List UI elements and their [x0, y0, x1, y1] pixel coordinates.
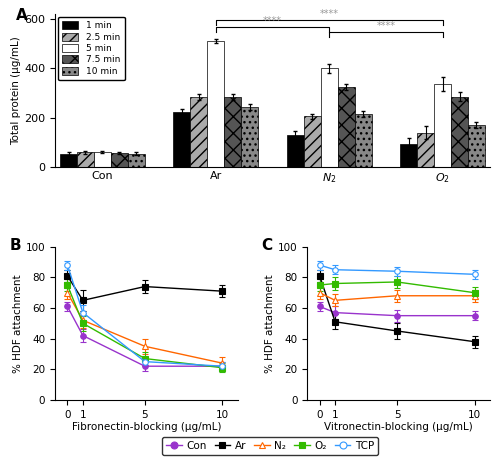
Bar [320, 68, 338, 167]
Bar [208, 41, 224, 167]
Y-axis label: % HDF attachment: % HDF attachment [265, 274, 275, 372]
Bar [111, 153, 128, 167]
Bar [190, 97, 208, 167]
Bar [94, 152, 111, 167]
Bar [338, 87, 354, 167]
Bar [304, 116, 320, 167]
Legend: 1 min, 2.5 min, 5 min, 7.5 min, 10 min: 1 min, 2.5 min, 5 min, 7.5 min, 10 min [58, 17, 124, 80]
Bar [451, 97, 468, 167]
Bar [287, 135, 304, 167]
Y-axis label: Total protein (μg/mL): Total protein (μg/mL) [12, 36, 22, 145]
Bar [417, 133, 434, 167]
Bar [77, 152, 94, 167]
Text: B: B [10, 238, 21, 252]
Bar [60, 153, 77, 167]
Bar [354, 114, 372, 167]
Bar [128, 153, 145, 167]
Legend: Con, Ar, N₂, O₂, TCP: Con, Ar, N₂, O₂, TCP [162, 437, 378, 455]
Text: A: A [16, 8, 28, 23]
Y-axis label: % HDF attachment: % HDF attachment [13, 274, 23, 372]
X-axis label: Vitronectin-blocking (μg/mL): Vitronectin-blocking (μg/mL) [324, 422, 473, 432]
Bar [400, 144, 417, 167]
Bar [241, 106, 258, 167]
Text: ****: **** [376, 21, 396, 31]
Bar [434, 84, 451, 167]
Text: ****: **** [320, 9, 338, 19]
Text: ****: **** [263, 15, 282, 26]
Bar [174, 112, 190, 167]
Bar [468, 125, 485, 167]
Bar [224, 97, 241, 167]
X-axis label: Fibronectin-blocking (μg/mL): Fibronectin-blocking (μg/mL) [72, 422, 221, 432]
Text: C: C [262, 238, 272, 252]
